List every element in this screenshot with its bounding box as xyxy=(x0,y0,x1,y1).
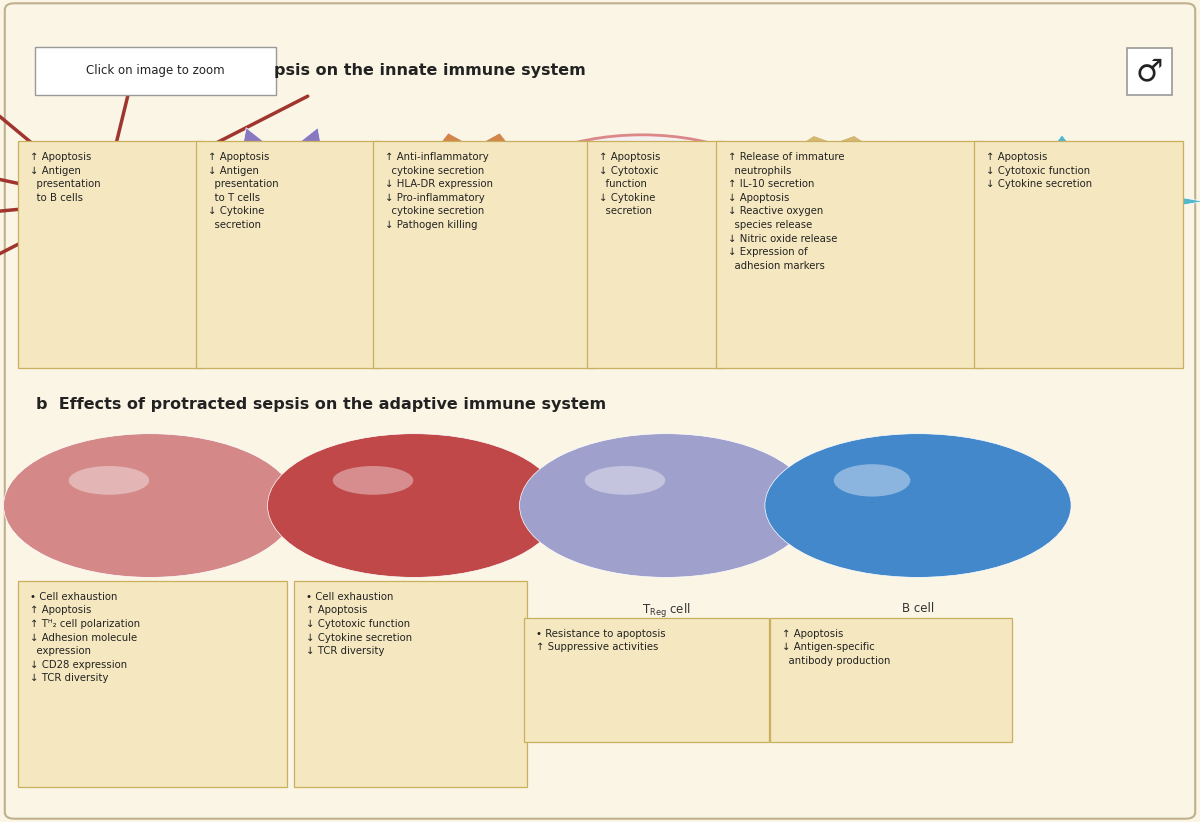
Text: • Cell exhaustion
↑ Apoptosis
↑ Tᴴ₂ cell polarization
↓ Adhesion molecule
  expr: • Cell exhaustion ↑ Apoptosis ↑ Tᴴ₂ cell… xyxy=(30,592,140,683)
Text: ↑ Apoptosis
↓ Antigen
  presentation
  to T cells
↓ Cytokine
  secretion: ↑ Apoptosis ↓ Antigen presentation to T … xyxy=(208,152,278,230)
Ellipse shape xyxy=(596,197,616,206)
Text: Follicular
dendritic cell: Follicular dendritic cell xyxy=(65,295,139,316)
FancyBboxPatch shape xyxy=(5,3,1195,819)
Ellipse shape xyxy=(623,181,642,189)
Ellipse shape xyxy=(707,194,726,203)
Ellipse shape xyxy=(1026,185,1098,218)
Ellipse shape xyxy=(806,170,862,203)
Ellipse shape xyxy=(520,434,812,577)
Text: ↑ Anti-inflammatory
  cytokine secretion
↓ HLA-DR expression
↓ Pro-inflammatory
: ↑ Anti-inflammatory cytokine secretion ↓… xyxy=(385,152,493,230)
Text: T$_{\rm Reg}$ cell: T$_{\rm Reg}$ cell xyxy=(642,602,690,620)
Ellipse shape xyxy=(332,466,413,495)
Polygon shape xyxy=(692,136,976,267)
Ellipse shape xyxy=(600,167,618,176)
Ellipse shape xyxy=(834,464,911,496)
FancyBboxPatch shape xyxy=(18,581,287,787)
Text: Macrophage: Macrophage xyxy=(439,295,509,305)
Text: ♂: ♂ xyxy=(1136,57,1163,86)
FancyBboxPatch shape xyxy=(716,141,982,368)
Text: Dendritic cell: Dendritic cell xyxy=(244,295,320,305)
Ellipse shape xyxy=(588,201,606,210)
Ellipse shape xyxy=(584,466,665,495)
Ellipse shape xyxy=(68,466,149,495)
Ellipse shape xyxy=(770,175,834,211)
FancyBboxPatch shape xyxy=(35,47,276,95)
Ellipse shape xyxy=(661,175,679,183)
Text: CD4$^+$ T cell: CD4$^+$ T cell xyxy=(114,602,186,617)
Text: ↑ Release of immature
  neutrophils
↑ IL-10 secretion
↓ Apoptosis
↓ Reactive oxy: ↑ Release of immature neutrophils ↑ IL-1… xyxy=(728,152,845,271)
Text: CD8$^+$ T cell: CD8$^+$ T cell xyxy=(378,602,450,617)
Text: Neutrophil: Neutrophil xyxy=(804,295,864,305)
FancyBboxPatch shape xyxy=(294,581,527,787)
Polygon shape xyxy=(325,133,623,270)
Ellipse shape xyxy=(590,193,610,202)
FancyBboxPatch shape xyxy=(770,618,1012,742)
Text: ↑ Apoptosis
↓ Antigen-specific
  antibody production: ↑ Apoptosis ↓ Antigen-specific antibody … xyxy=(782,629,890,666)
Polygon shape xyxy=(121,127,443,275)
FancyBboxPatch shape xyxy=(974,141,1183,368)
Ellipse shape xyxy=(500,135,784,268)
FancyBboxPatch shape xyxy=(587,141,724,368)
Ellipse shape xyxy=(46,175,158,228)
Ellipse shape xyxy=(268,434,560,577)
Ellipse shape xyxy=(522,145,762,258)
Text: • Resistance to apoptosis
↑ Suppressive activities: • Resistance to apoptosis ↑ Suppressive … xyxy=(536,629,666,653)
Ellipse shape xyxy=(79,191,125,212)
Ellipse shape xyxy=(614,229,632,238)
Ellipse shape xyxy=(764,434,1072,577)
Text: Click on image to zoom: Click on image to zoom xyxy=(86,64,224,77)
Ellipse shape xyxy=(648,164,667,173)
Text: NK cell: NK cell xyxy=(623,295,661,305)
Ellipse shape xyxy=(632,229,652,237)
FancyBboxPatch shape xyxy=(524,618,769,742)
Text: MDSC: MDSC xyxy=(1045,295,1079,305)
Ellipse shape xyxy=(800,203,850,229)
FancyBboxPatch shape xyxy=(373,141,594,368)
FancyBboxPatch shape xyxy=(196,141,380,368)
Text: ↑ Apoptosis
↓ Cytotoxic
  function
↓ Cytokine
  secretion: ↑ Apoptosis ↓ Cytotoxic function ↓ Cytok… xyxy=(599,152,660,216)
Ellipse shape xyxy=(838,181,894,214)
FancyBboxPatch shape xyxy=(18,141,203,368)
Ellipse shape xyxy=(4,434,296,577)
Text: ↑ Apoptosis
↓ Cytotoxic function
↓ Cytokine secretion: ↑ Apoptosis ↓ Cytotoxic function ↓ Cytok… xyxy=(986,152,1092,189)
Text: ↑ Apoptosis
↓ Antigen
  presentation
  to B cells: ↑ Apoptosis ↓ Antigen presentation to B … xyxy=(30,152,101,203)
Text: b  Effects of protracted sepsis on the adaptive immune system: b Effects of protracted sepsis on the ad… xyxy=(36,397,606,412)
Text: • Cell exhaustion
↑ Apoptosis
↓ Cytotoxic function
↓ Cytokine secretion
↓ TCR di: • Cell exhaustion ↑ Apoptosis ↓ Cytotoxi… xyxy=(306,592,412,656)
Text: B cell: B cell xyxy=(902,602,934,615)
Polygon shape xyxy=(920,135,1200,268)
Text: psis on the innate immune system: psis on the innate immune system xyxy=(274,63,586,78)
